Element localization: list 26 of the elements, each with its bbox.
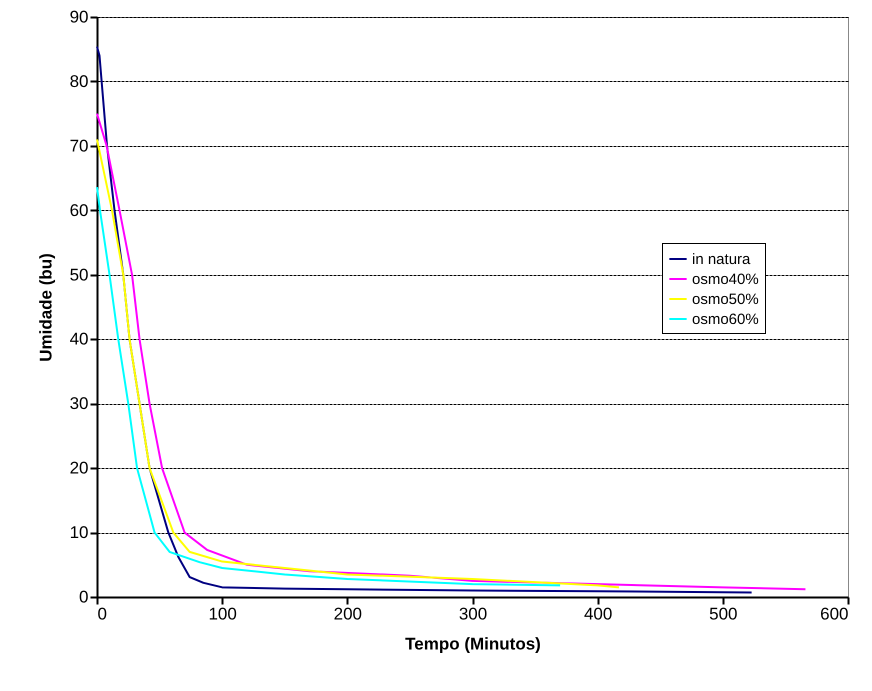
legend-label: osmo60% xyxy=(692,311,759,328)
line-series xyxy=(96,186,562,586)
y-tick-label: 10 xyxy=(70,523,88,542)
x-tick-label: 500 xyxy=(709,604,738,624)
y-tick-label: 0 xyxy=(79,588,88,606)
x-tick-label: 200 xyxy=(334,604,362,624)
y-tick-label: 90 xyxy=(70,8,88,26)
y-tick-label: 40 xyxy=(70,330,88,349)
y-tick-label: 80 xyxy=(70,72,88,91)
y-tick-label: 50 xyxy=(70,265,88,284)
y-axis-title: Umidade (bu) xyxy=(36,253,56,362)
x-tick-label: 600 xyxy=(820,604,848,624)
line-series xyxy=(96,112,806,590)
x-tick-label: 0 xyxy=(98,604,107,624)
y-tick-label: 20 xyxy=(70,458,88,478)
legend-label: osmo40% xyxy=(692,271,759,288)
y-tick-label: 60 xyxy=(70,200,88,220)
y-tick-label: 70 xyxy=(70,136,88,156)
legend-label: osmo50% xyxy=(692,291,759,308)
x-tick-label: 100 xyxy=(208,604,237,624)
y-tick-label: 30 xyxy=(70,394,88,414)
x-axis-title: Tempo (Minutos) xyxy=(405,634,541,654)
x-tick-label: 300 xyxy=(458,604,488,624)
line-series xyxy=(96,138,620,588)
x-tick-label: 400 xyxy=(584,604,612,624)
legend-label: in natura xyxy=(692,251,752,268)
